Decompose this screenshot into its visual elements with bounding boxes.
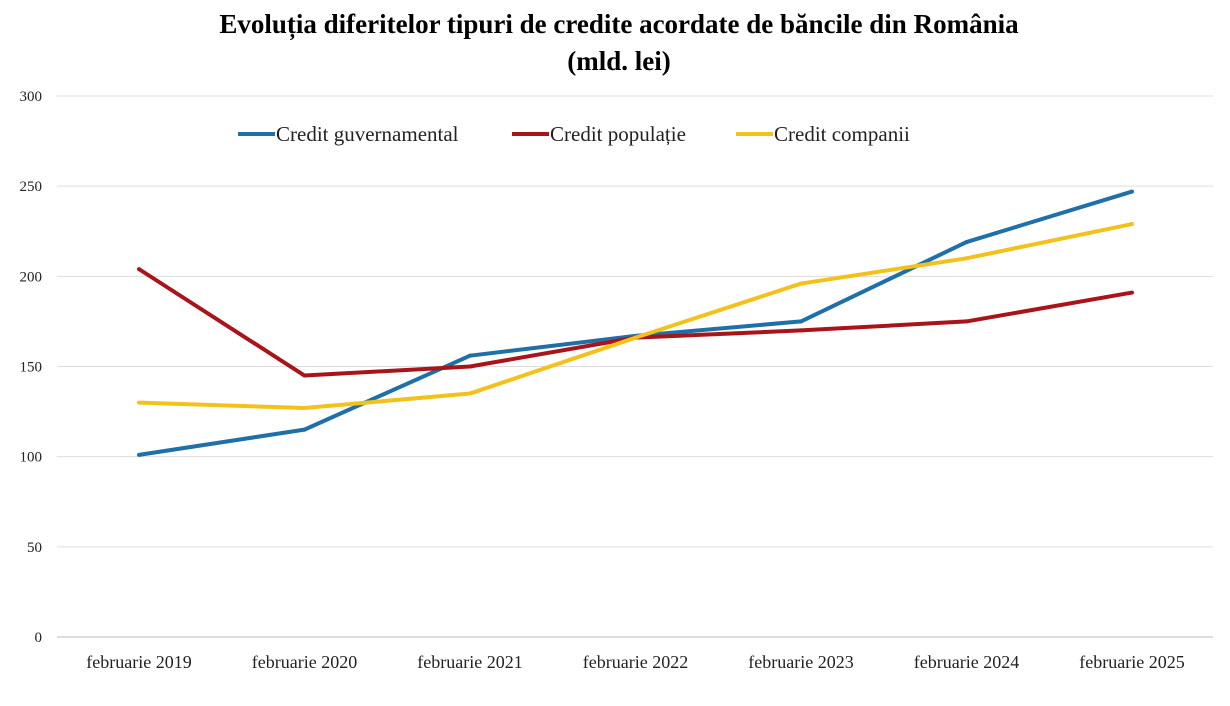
legend-label: Credit populație [550, 122, 686, 146]
data-point [137, 452, 141, 457]
y-tick-label: 0 [35, 630, 43, 646]
x-tick-label: februarie 2021 [417, 652, 522, 672]
data-point [468, 391, 472, 396]
y-tick-label: 300 [20, 89, 43, 105]
y-tick-label: 150 [20, 360, 43, 376]
data-point [302, 373, 307, 378]
legend-label: Credit companii [774, 122, 910, 146]
legend-label: Credit guvernamental [276, 122, 459, 146]
data-point [964, 240, 969, 245]
data-point [468, 364, 472, 369]
data-point [1130, 189, 1134, 194]
data-point [137, 400, 141, 405]
data-point [964, 319, 969, 324]
data-point [302, 427, 307, 432]
data-point [1130, 222, 1134, 227]
series-line-1 [137, 267, 1133, 378]
data-point [964, 256, 969, 261]
data-point [302, 405, 307, 410]
y-tick-label: 50 [27, 540, 42, 556]
data-point [799, 319, 803, 324]
x-tick-label: februarie 2025 [1079, 652, 1184, 672]
y-tick-label: 200 [20, 269, 43, 285]
x-tick-label: februarie 2020 [252, 652, 357, 672]
data-point [633, 335, 638, 340]
x-tick-label: februarie 2023 [748, 652, 853, 672]
data-point [1130, 290, 1134, 295]
y-tick-label: 250 [20, 179, 43, 195]
chart-subtitle: (mld. lei) [567, 46, 670, 76]
series-line-2 [138, 222, 1133, 410]
y-tick-label: 100 [20, 450, 43, 466]
chart-title: Evoluția diferitelor tipuri de credite a… [219, 9, 1019, 40]
data-point [799, 281, 803, 286]
x-tick-label: februarie 2022 [583, 652, 688, 672]
data-point [468, 353, 472, 358]
x-tick-label: februarie 2024 [914, 652, 1019, 672]
data-point [137, 267, 141, 272]
data-point [799, 328, 803, 333]
series-line-0 [138, 189, 1133, 457]
x-tick-label: februarie 2019 [86, 652, 191, 672]
